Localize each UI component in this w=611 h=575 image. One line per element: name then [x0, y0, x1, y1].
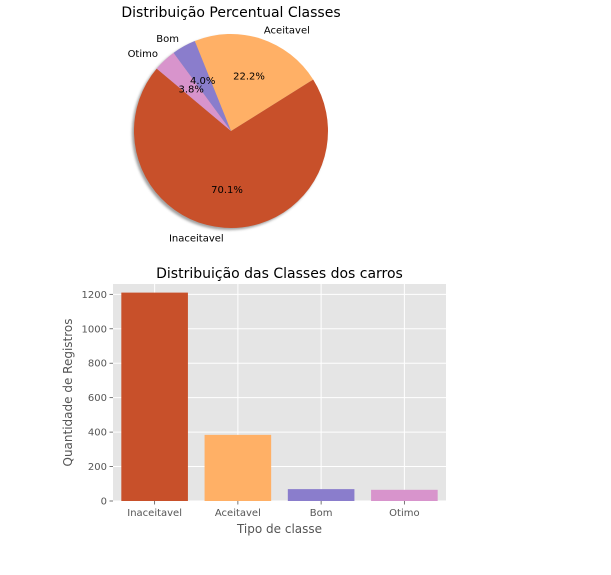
bar-bom — [287, 489, 355, 501]
pie-slice-aceitavel — [194, 33, 314, 131]
pie-percent-label-aceitavel: 22.2% — [233, 72, 265, 83]
pie-category-label-otimo: Otimo — [128, 49, 158, 60]
pie-category-label-inaceitavel: Inaceitavel — [169, 233, 224, 244]
pie-chart-title: Distribuição Percentual Classes — [121, 5, 340, 21]
pie-slice-inaceitavel — [133, 68, 328, 228]
pie-percent-label-inaceitavel: 70.1% — [211, 185, 243, 196]
bar-otimo — [371, 489, 438, 501]
bar-y-tick-label-600: 600 — [88, 393, 107, 404]
bar-x-tick-label-bom: Bom — [310, 508, 333, 519]
bar-y-tick-label-200: 200 — [88, 462, 107, 473]
pie-slices — [133, 33, 328, 228]
pie-labels: 70.1% Inaceitavel 22.2% Aceitavel 4.0% Bom 3.8… — [128, 26, 310, 245]
pie-category-label-bom: Bom — [156, 34, 179, 45]
bar-x-axis-label: Tipo de classe — [236, 522, 322, 536]
bar-y-tick-label-1000: 1000 — [82, 324, 107, 335]
pie-chart: Distribuição Percentual Classes 70.1% Ina… — [121, 5, 340, 244]
bar-chart: 0 200 400 600 800 1000 1200 Inaceitavel Aceitav… — [61, 266, 446, 536]
pie-percent-label-otimo: 3.8% — [178, 85, 203, 96]
bar-bars — [121, 292, 438, 501]
bar-inaceitavel — [121, 292, 188, 501]
pie-percent-label-bom: 4.0% — [190, 76, 215, 87]
bar-x-tick-label-inaceitavel: Inaceitavel — [127, 508, 182, 519]
bar-x-tick-label-aceitavel: Aceitavel — [215, 508, 261, 519]
bar-y-ticks: 0 200 400 600 800 1000 1200 — [82, 290, 113, 508]
bar-y-tick-label-0: 0 — [101, 497, 107, 508]
pie-slice-otimo — [156, 52, 231, 131]
pie-category-label-aceitavel: Aceitavel — [264, 26, 310, 37]
bar-chart-title: Distribuição das Classes dos carros — [156, 266, 403, 282]
pie-slice-bom — [173, 41, 231, 131]
bar-y-axis-label: Quantidade de Registros — [61, 318, 75, 466]
bar-x-tick-label-otimo: Otimo — [389, 508, 419, 519]
bar-aceitavel — [204, 434, 272, 501]
bar-y-tick-label-800: 800 — [88, 359, 107, 370]
bar-y-tick-label-400: 400 — [88, 428, 107, 439]
bar-y-tick-label-1200: 1200 — [82, 290, 107, 301]
bar-x-ticks: Inaceitavel Aceitavel Bom Otimo — [127, 501, 420, 519]
